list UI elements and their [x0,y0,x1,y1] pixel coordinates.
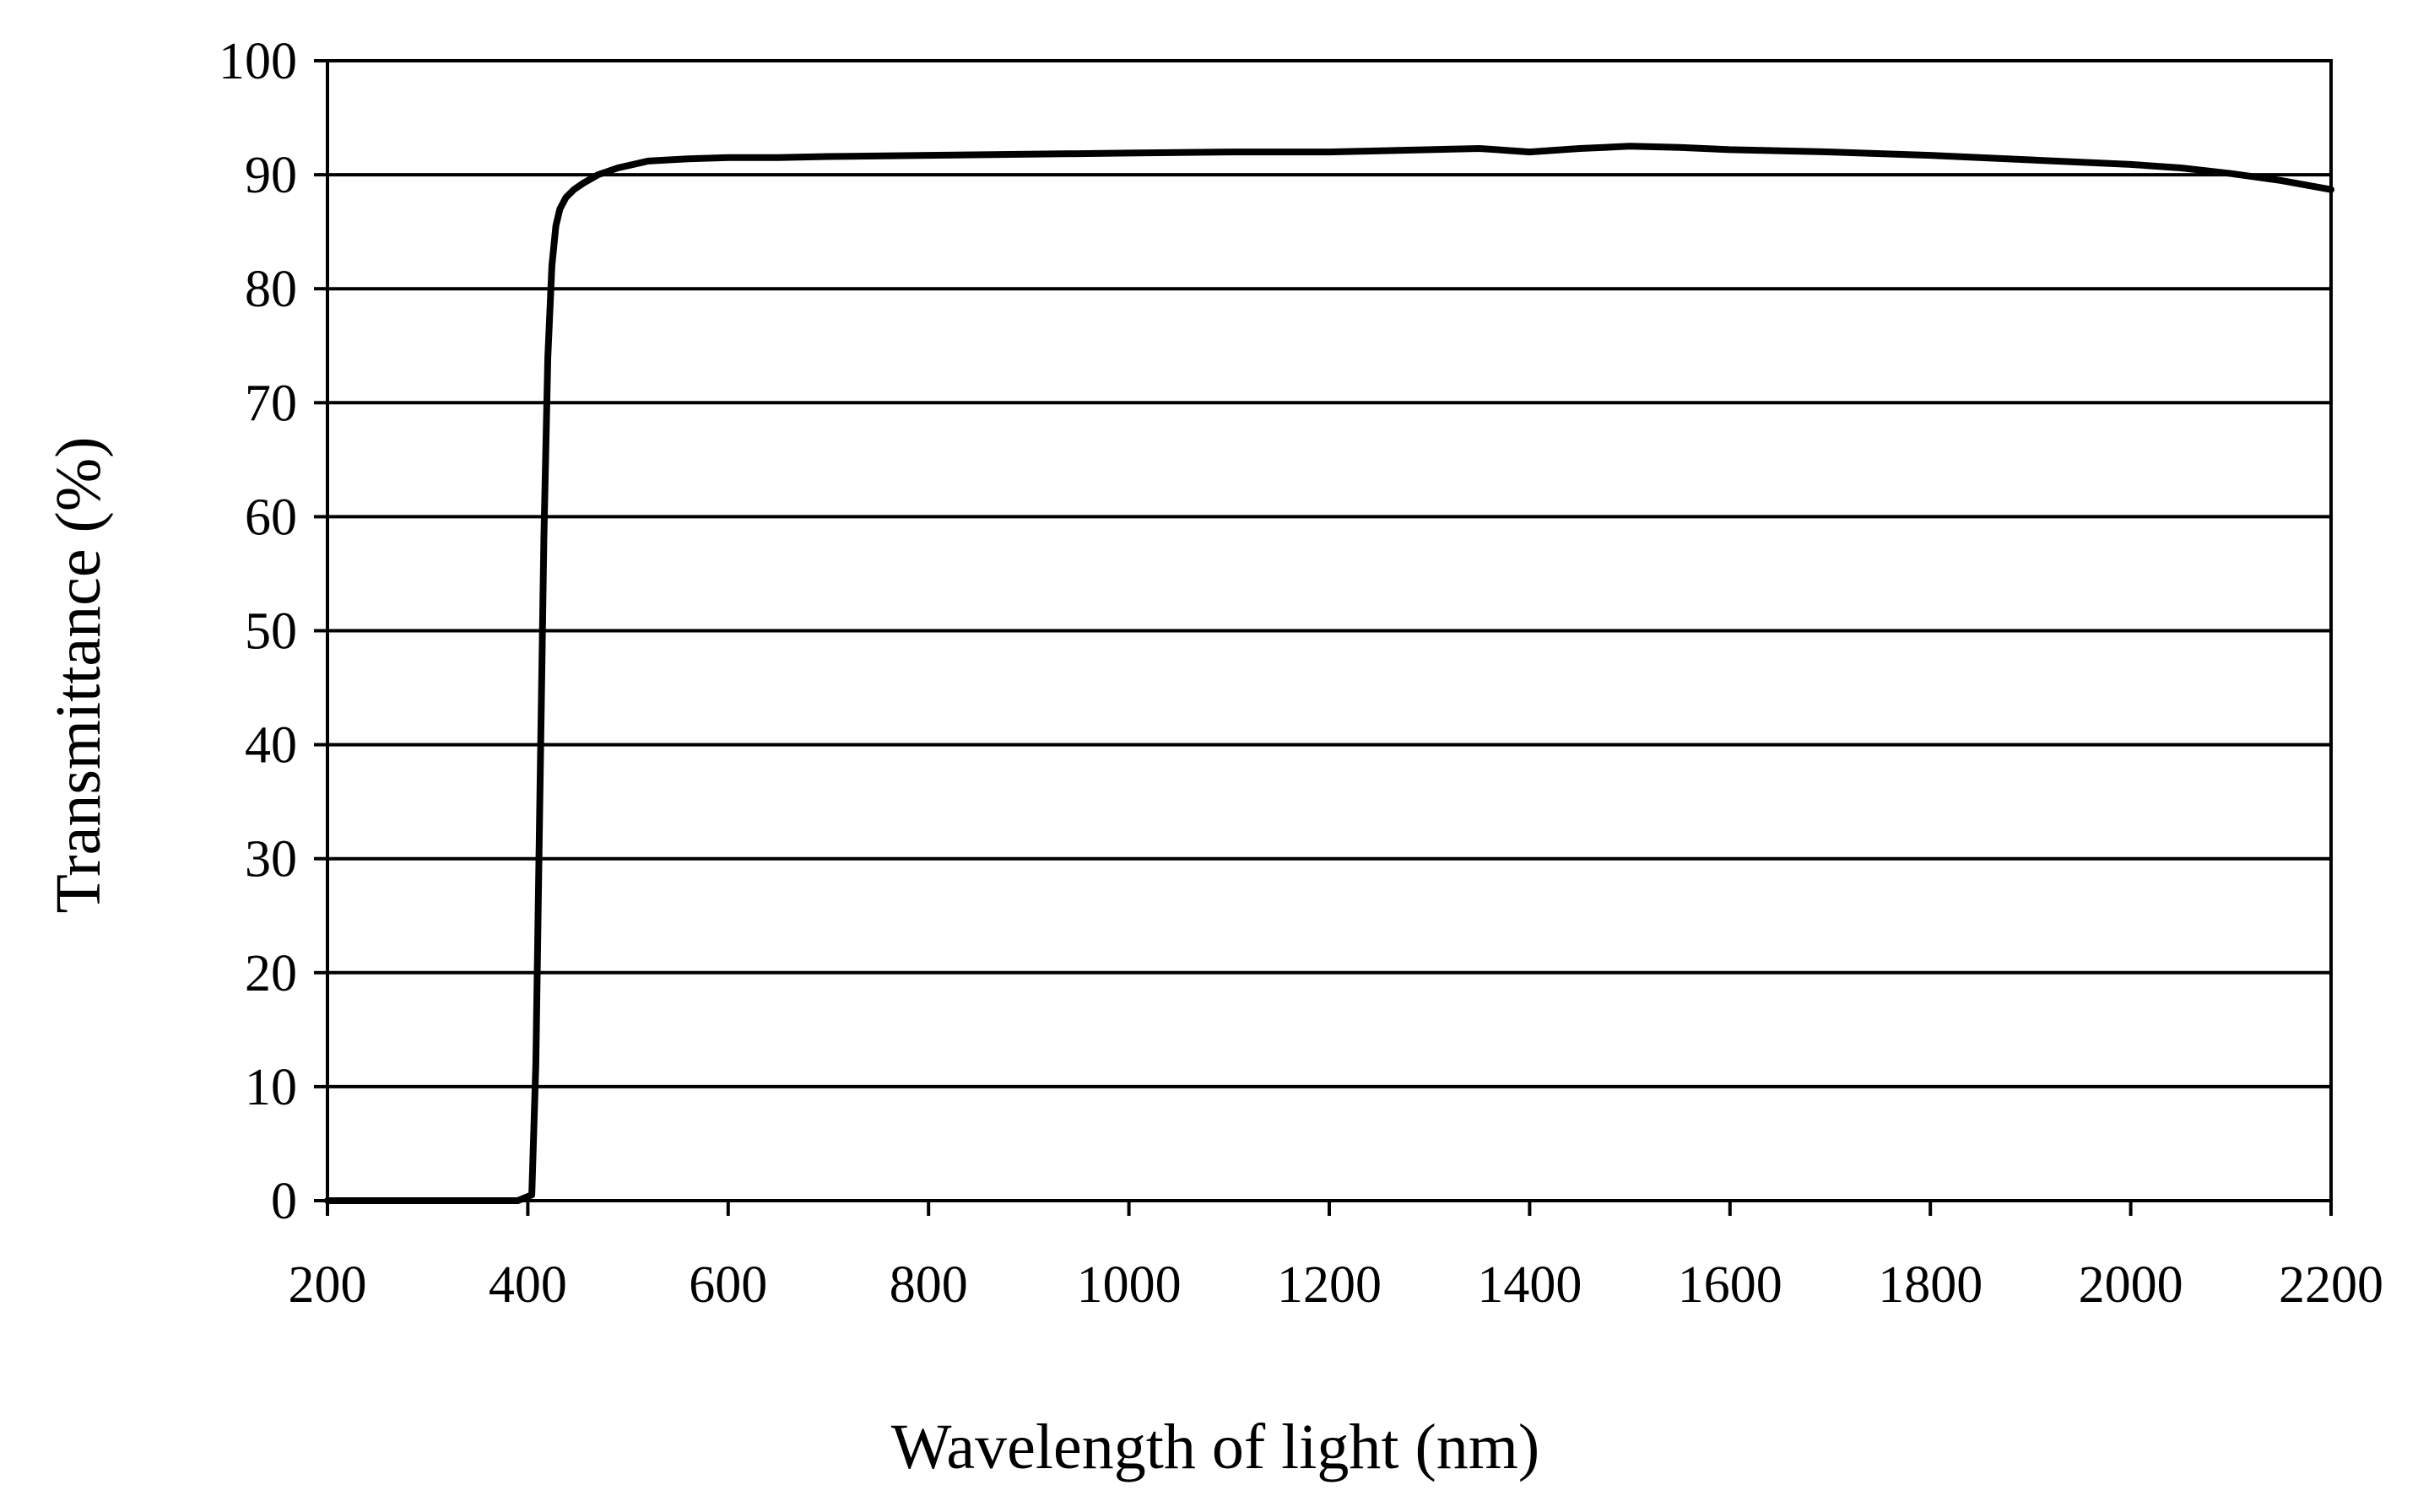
y-tick-label: 90 [245,147,297,204]
x-tick-label: 1600 [1678,1256,1782,1314]
x-tick-labels: 200 400 600 800 1000 1200 1400 1600 1800 2000 2200 [289,1256,2384,1314]
y-tick-label: 30 [245,831,297,888]
y-tick-label: 70 [245,375,297,432]
y-tick-label: 20 [245,945,297,1002]
x-tick-label: 1400 [1477,1256,1582,1314]
x-tick-label: 2000 [2079,1256,2183,1314]
y-tick-label: 40 [245,717,297,775]
x-axis-title: Wavelength of light (nm) [891,1412,1539,1482]
x-tick-label: 1200 [1277,1256,1382,1314]
plot-area-frame [326,59,2333,1202]
y-tick-label: 10 [245,1059,297,1116]
y-tick-label: 0 [271,1173,297,1230]
y-tick-label: 80 [245,261,297,318]
grid-lines [327,173,2331,1088]
x-tick-label: 400 [489,1256,567,1314]
y-axis-title: Transmittance (%) [43,437,114,914]
axis-ticks [314,59,2333,1216]
series-lines [324,143,2334,1204]
y-tick-label: 100 [219,33,297,90]
y-tick-label: 50 [245,603,297,661]
y-tick-label: 60 [245,489,297,546]
transmittance-line [324,143,2334,1204]
x-tick-label: 1800 [1878,1256,1983,1314]
x-tick-label: 1000 [1077,1256,1182,1314]
x-tick-label: 200 [289,1256,367,1314]
x-tick-label: 600 [689,1256,767,1314]
y-tick-labels: 0 10 20 30 40 50 60 70 80 90 100 [219,33,297,1230]
x-tick-label: 800 [890,1256,968,1314]
x-tick-label: 2200 [2279,1256,2383,1314]
